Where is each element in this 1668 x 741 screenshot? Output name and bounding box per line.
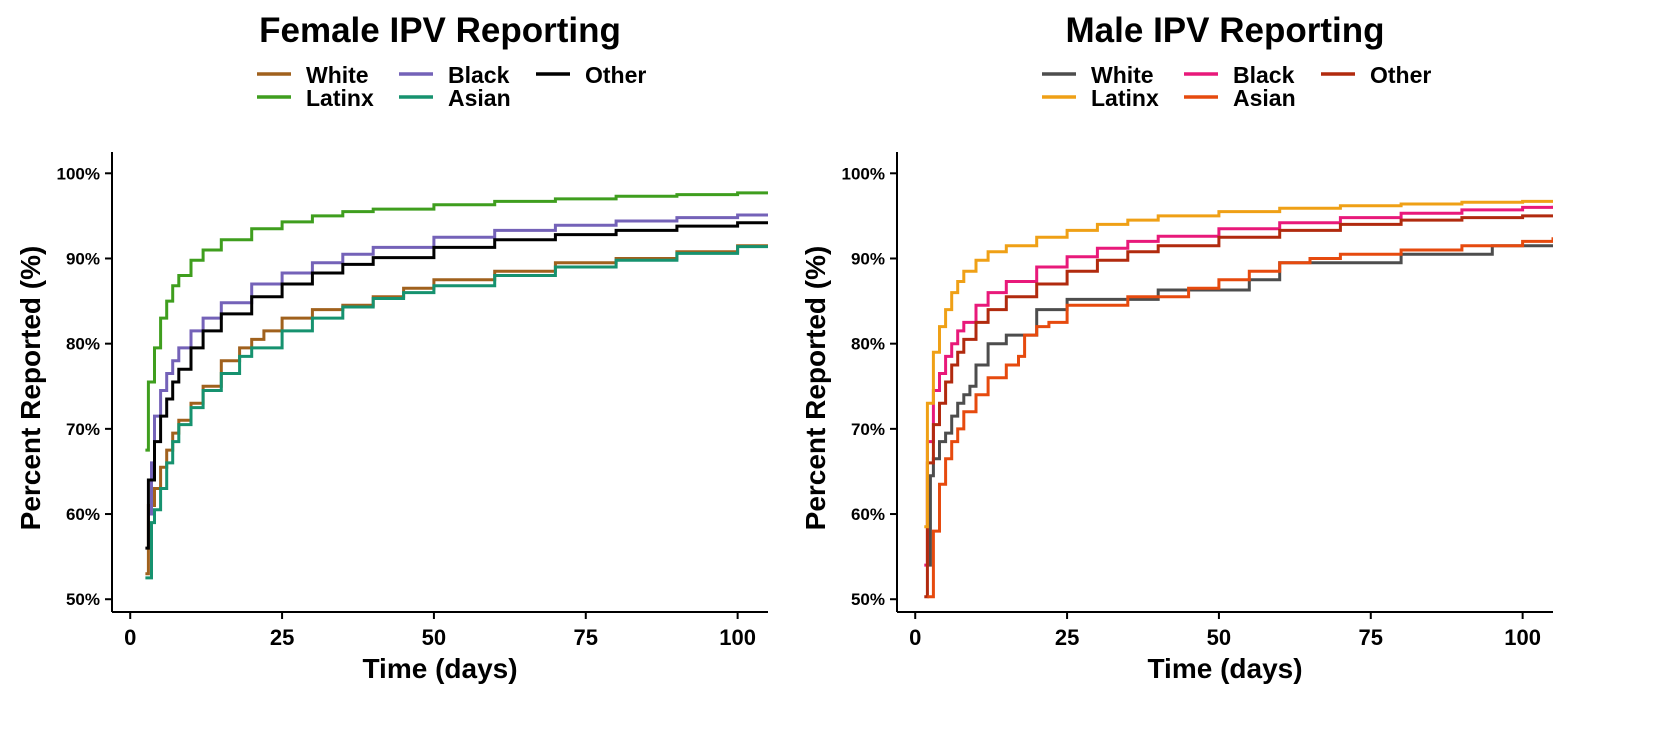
- y-tick-label: 80%: [851, 335, 885, 354]
- y-axis-title: Percent Reported (%): [800, 246, 831, 531]
- x-tick-label: 100: [719, 625, 756, 650]
- series-line-latinx: [924, 199, 1553, 529]
- legend-label: Latinx: [306, 85, 374, 111]
- series-line-other: [924, 214, 1553, 599]
- legend-label: Black: [448, 62, 510, 88]
- y-tick-label: 70%: [851, 420, 885, 439]
- series-line-white: [927, 244, 1553, 567]
- legend-label: Asian: [1233, 85, 1296, 111]
- y-tick-label: 80%: [66, 335, 100, 354]
- series-line-asian: [927, 237, 1553, 599]
- y-tick-label: 70%: [66, 420, 100, 439]
- y-tick-label: 60%: [66, 505, 100, 524]
- legend-label: Other: [1370, 62, 1431, 88]
- series-group: [145, 191, 768, 580]
- legend-label: White: [1091, 62, 1154, 88]
- series-group: [924, 199, 1553, 599]
- y-tick-label: 100%: [842, 164, 885, 183]
- legend-label: Black: [1233, 62, 1295, 88]
- series-line-white: [145, 244, 768, 576]
- x-tick-label: 25: [270, 625, 294, 650]
- y-axis-title: Percent Reported (%): [15, 246, 46, 531]
- legend-label: Asian: [448, 85, 511, 111]
- x-tick-label: 50: [1207, 625, 1231, 650]
- x-axis-title: Time (days): [362, 653, 517, 684]
- x-tick-label: 0: [124, 625, 136, 650]
- x-tick-label: 100: [1504, 625, 1541, 650]
- x-tick-label: 50: [422, 625, 446, 650]
- y-tick-label: 50%: [851, 590, 885, 609]
- series-line-asian: [145, 245, 768, 580]
- y-tick-label: 60%: [851, 505, 885, 524]
- legend-label: White: [306, 62, 369, 88]
- series-line-latinx: [145, 191, 768, 452]
- series-line-other: [145, 221, 768, 550]
- legend-label: Latinx: [1091, 85, 1159, 111]
- y-tick-label: 90%: [66, 249, 100, 268]
- male-ipv-panel: Male IPV Reporting White Black Other Latinx A…: [800, 11, 1553, 684]
- x-tick-label: 0: [909, 625, 921, 650]
- y-tick-label: 90%: [851, 249, 885, 268]
- series-line-black: [924, 205, 1553, 567]
- y-tick-label: 50%: [66, 590, 100, 609]
- chart-title: Female IPV Reporting: [259, 11, 621, 50]
- y-tick-label: 100%: [57, 164, 100, 183]
- x-tick-label: 75: [574, 625, 598, 650]
- legend-label: Other: [585, 62, 646, 88]
- x-axis-title: Time (days): [1147, 653, 1302, 684]
- x-tick-label: 25: [1055, 625, 1079, 650]
- female-ipv-panel: Female IPV Reporting White Black Other Latin…: [15, 11, 768, 684]
- chart-title: Male IPV Reporting: [1066, 11, 1385, 50]
- x-tick-label: 75: [1359, 625, 1383, 650]
